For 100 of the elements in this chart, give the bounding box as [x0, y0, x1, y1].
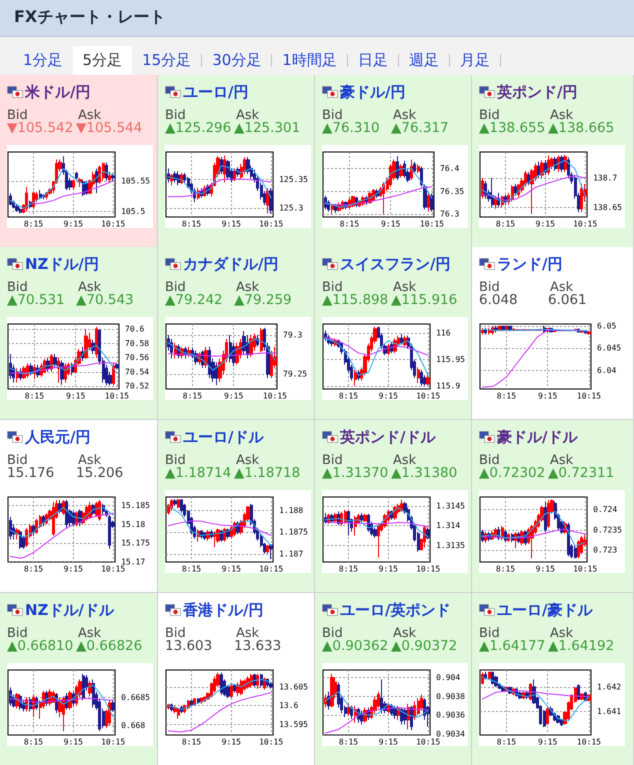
- y-tick-label: 0.9036: [436, 710, 466, 720]
- x-tick-label: 10:15: [576, 738, 602, 746]
- chart-title: ユーロ/円: [183, 82, 248, 102]
- y-tick-label: 13.6: [279, 701, 299, 710]
- x-tick-label: 10:15: [104, 392, 130, 400]
- y-tick-label: 1.314: [436, 521, 460, 530]
- x-tick-label: 9:15: [64, 220, 84, 228]
- x-tick-label: 9:15: [66, 392, 86, 400]
- x-tick-label: 9:15: [536, 564, 556, 574]
- y-tick-label: 115.9: [436, 381, 460, 390]
- x-tick-label: 9:15: [64, 738, 84, 746]
- x-tick-label: 9:15: [381, 220, 400, 228]
- x-tick-label: 8:15: [24, 738, 44, 746]
- x-tick-label: 8:15: [338, 738, 358, 746]
- text: 日足: [356, 50, 389, 71]
- x-tick-label: 8:15: [338, 392, 358, 400]
- x-tick-label: 9:15: [222, 220, 242, 228]
- chart-title: ランド/円: [497, 254, 562, 274]
- y-tick-label: 6.05: [597, 321, 616, 330]
- x-tick-label: 8:15: [496, 220, 516, 228]
- x-tick-label: 10:15: [416, 392, 440, 400]
- y-tick-label: 1.3135: [436, 541, 466, 550]
- x-tick-label: 9:15: [378, 392, 398, 400]
- y-tick-label: 76.4: [440, 164, 460, 174]
- y-tick-label: 6.04: [597, 366, 616, 375]
- text: 30分足: [211, 50, 262, 71]
- y-tick-label: 0.9038: [436, 692, 466, 701]
- y-tick-label: 70.6: [125, 324, 144, 334]
- y-tick-label: 70.52: [125, 382, 150, 391]
- y-tick-label: 0.904: [436, 673, 460, 682]
- y-tick-label: 76.3: [440, 209, 460, 218]
- x-tick-label: 8:15: [496, 564, 516, 574]
- x-tick-label: 9:15: [64, 564, 84, 574]
- y-tick-label: 1.188: [279, 506, 304, 515]
- x-tick-label: 8:15: [182, 738, 202, 746]
- x-tick-label: 9:15: [222, 738, 242, 746]
- x-tick-label: 10:15: [416, 738, 440, 746]
- y-tick-label: 0.9034: [436, 730, 466, 739]
- text: 5分足: [72, 46, 132, 75]
- y-tick-label: 0.723: [593, 546, 618, 555]
- x-tick-label: 10:15: [573, 220, 598, 228]
- x-tick-label: 9:15: [378, 738, 398, 746]
- y-tick-label: 70.58: [125, 338, 150, 348]
- chart-title: ユーロ/ドル: [183, 427, 264, 447]
- y-tick-label: 116: [436, 328, 451, 338]
- x-tick-label: 8:15: [24, 220, 44, 228]
- chart-title: 香港ドル/円: [183, 600, 264, 620]
- y-tick-label: 1.641: [597, 706, 622, 716]
- x-tick-label: 8:15: [24, 564, 44, 574]
- y-tick-label: 15.185: [121, 501, 150, 510]
- y-tick-label: 15.17: [121, 558, 146, 566]
- x-tick-label: 8:15: [338, 564, 358, 574]
- x-tick-label: 9:15: [378, 564, 398, 574]
- chart-title: 豪ドル/円: [340, 82, 406, 102]
- chart-title: 米ドル/円: [25, 82, 90, 102]
- chart-title: カナダドル/円: [183, 254, 278, 274]
- x-tick-label: 10:15: [101, 564, 126, 574]
- x-tick-label: 9:15: [536, 220, 556, 228]
- text: FXチャート・レート: [14, 6, 166, 28]
- x-tick-label: 10:15: [101, 738, 126, 746]
- y-tick-label: 6.045: [597, 344, 622, 353]
- y-tick-label: 115.95: [436, 354, 466, 364]
- x-tick-label: 10:15: [420, 220, 444, 228]
- y-tick-label: 105.55: [121, 176, 150, 186]
- x-tick-label: 9:15: [538, 392, 558, 400]
- text: 週足: [408, 50, 440, 71]
- chart-title: NZドル/円: [25, 254, 99, 274]
- y-tick-label: 0.724: [593, 505, 618, 514]
- y-tick-label: 125.35: [279, 175, 308, 184]
- chart-title: 英ポンド/円: [497, 82, 578, 102]
- chart-title: NZドル/ドル: [25, 600, 114, 620]
- y-tick-label: 76.35: [440, 186, 464, 196]
- x-tick-label: 9:15: [538, 738, 558, 746]
- y-tick-label: 70.54: [125, 367, 150, 376]
- x-tick-label: 10:15: [573, 564, 598, 574]
- y-tick-label: 15.18: [121, 520, 146, 529]
- y-tick-label: 138.7: [593, 174, 618, 182]
- x-tick-label: 10:15: [101, 220, 126, 228]
- x-tick-label: 10:15: [576, 392, 602, 400]
- text: 15分足: [141, 50, 192, 71]
- x-tick-label: 8:15: [24, 392, 44, 400]
- x-tick-label: 8:15: [340, 220, 360, 228]
- x-tick-label: 10:15: [259, 564, 284, 574]
- x-tick-label: 8:15: [182, 392, 202, 400]
- y-tick-label: 1.642: [597, 682, 622, 692]
- x-tick-label: 10:15: [259, 738, 284, 746]
- text: 1時間足: [281, 50, 338, 71]
- x-tick-label: 10:15: [262, 392, 288, 400]
- y-tick-label: 15.175: [121, 538, 150, 548]
- y-tick-label: 79.25: [283, 370, 308, 379]
- y-tick-label: 125.3: [279, 203, 304, 212]
- y-tick-label: 13.605: [279, 682, 308, 692]
- y-tick-label: 0.668: [121, 720, 146, 730]
- text: 1分足: [22, 50, 64, 71]
- x-tick-label: 8:15: [182, 564, 202, 574]
- x-tick-label: 9:15: [224, 392, 244, 400]
- chart-title: ユーロ/豪ドル: [497, 600, 592, 620]
- x-tick-label: 9:15: [222, 564, 242, 574]
- text: 月足: [458, 50, 491, 71]
- y-tick-label: 70.56: [125, 353, 150, 362]
